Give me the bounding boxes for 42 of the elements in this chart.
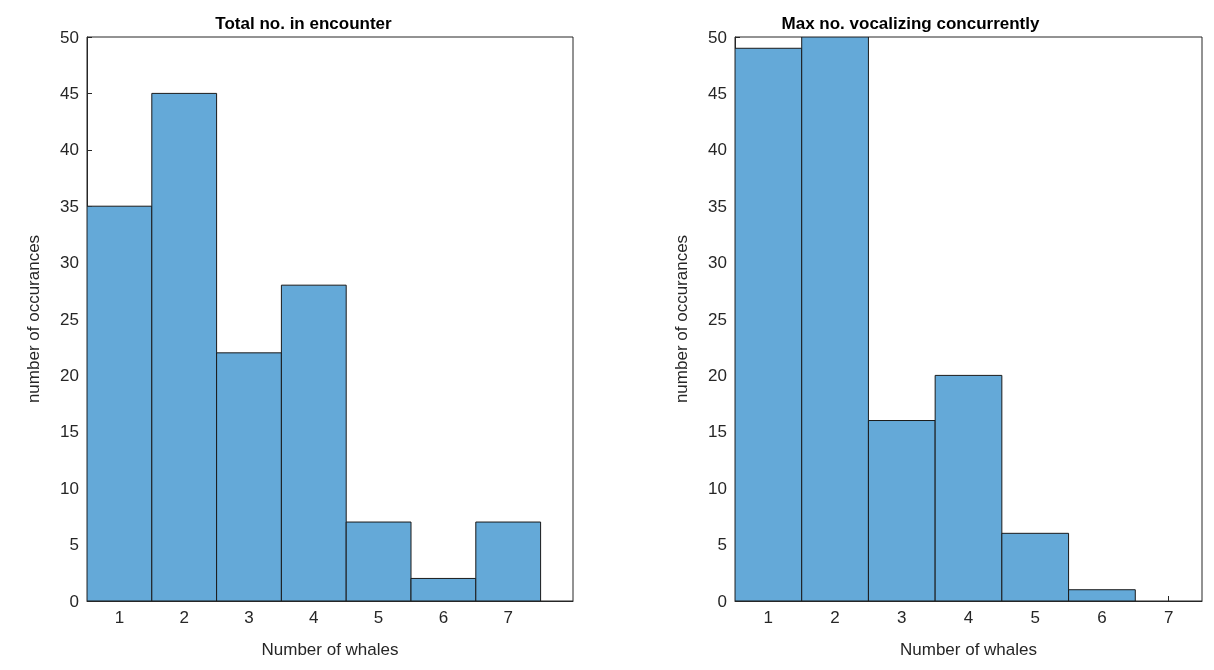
x-tick-label: 4: [963, 608, 974, 627]
y-tick-label: 50: [60, 27, 79, 47]
y-tick-label: 0: [69, 591, 79, 611]
x-tick-label: 6: [1097, 608, 1107, 627]
x-tick-label: 7: [503, 608, 513, 627]
y-tick-label: 5: [717, 535, 727, 555]
y-tick-label: 15: [60, 422, 79, 442]
x-tick-label: 5: [373, 608, 384, 627]
x-tick-label: 3: [897, 608, 907, 627]
y-tick-label: 30: [708, 253, 727, 273]
x-tick-label: 2: [179, 608, 189, 627]
x-tick-label: 3: [244, 608, 254, 627]
x-tick-label: 5: [1030, 608, 1040, 627]
chart-title: Total no. in encounter: [215, 14, 393, 33]
x-tick-label: 6: [438, 608, 449, 627]
x-axis-title: Number of whales: [261, 640, 399, 659]
y-tick-label: 20: [60, 365, 79, 385]
y-tick-label: 50: [708, 27, 727, 47]
y-tick-label: 10: [60, 478, 79, 498]
y-tick-label: 0: [717, 591, 727, 611]
x-tick-label: 1: [114, 608, 125, 627]
x-tick-label: 7: [1163, 608, 1174, 627]
x-axis-title: Number of whales: [899, 640, 1038, 659]
y-tick-label: 5: [69, 535, 79, 555]
y-tick-label: 15: [708, 422, 727, 442]
y-tick-label: 45: [60, 83, 79, 103]
x-tick-label: 2: [830, 608, 840, 627]
y-tick-label: 20: [708, 365, 727, 385]
y-tick-label: 35: [60, 196, 79, 216]
y-tick-label: 30: [60, 253, 79, 273]
y-tick-label: 25: [60, 309, 79, 329]
y-tick-label: 45: [708, 83, 727, 103]
y-tick-label: 10: [708, 478, 727, 498]
x-tick-label: 1: [763, 608, 774, 627]
x-tick-label: 4: [309, 608, 319, 627]
y-axis-title: number of occurances: [672, 234, 691, 404]
chart-title: Max no. vocalizing concurrently: [781, 14, 1040, 33]
y-tick-label: 35: [708, 196, 727, 216]
y-tick-label: 40: [708, 140, 727, 160]
y-tick-label: 40: [60, 140, 79, 160]
y-tick-label: 25: [708, 309, 727, 329]
y-axis-title: number of occurances: [24, 234, 43, 404]
